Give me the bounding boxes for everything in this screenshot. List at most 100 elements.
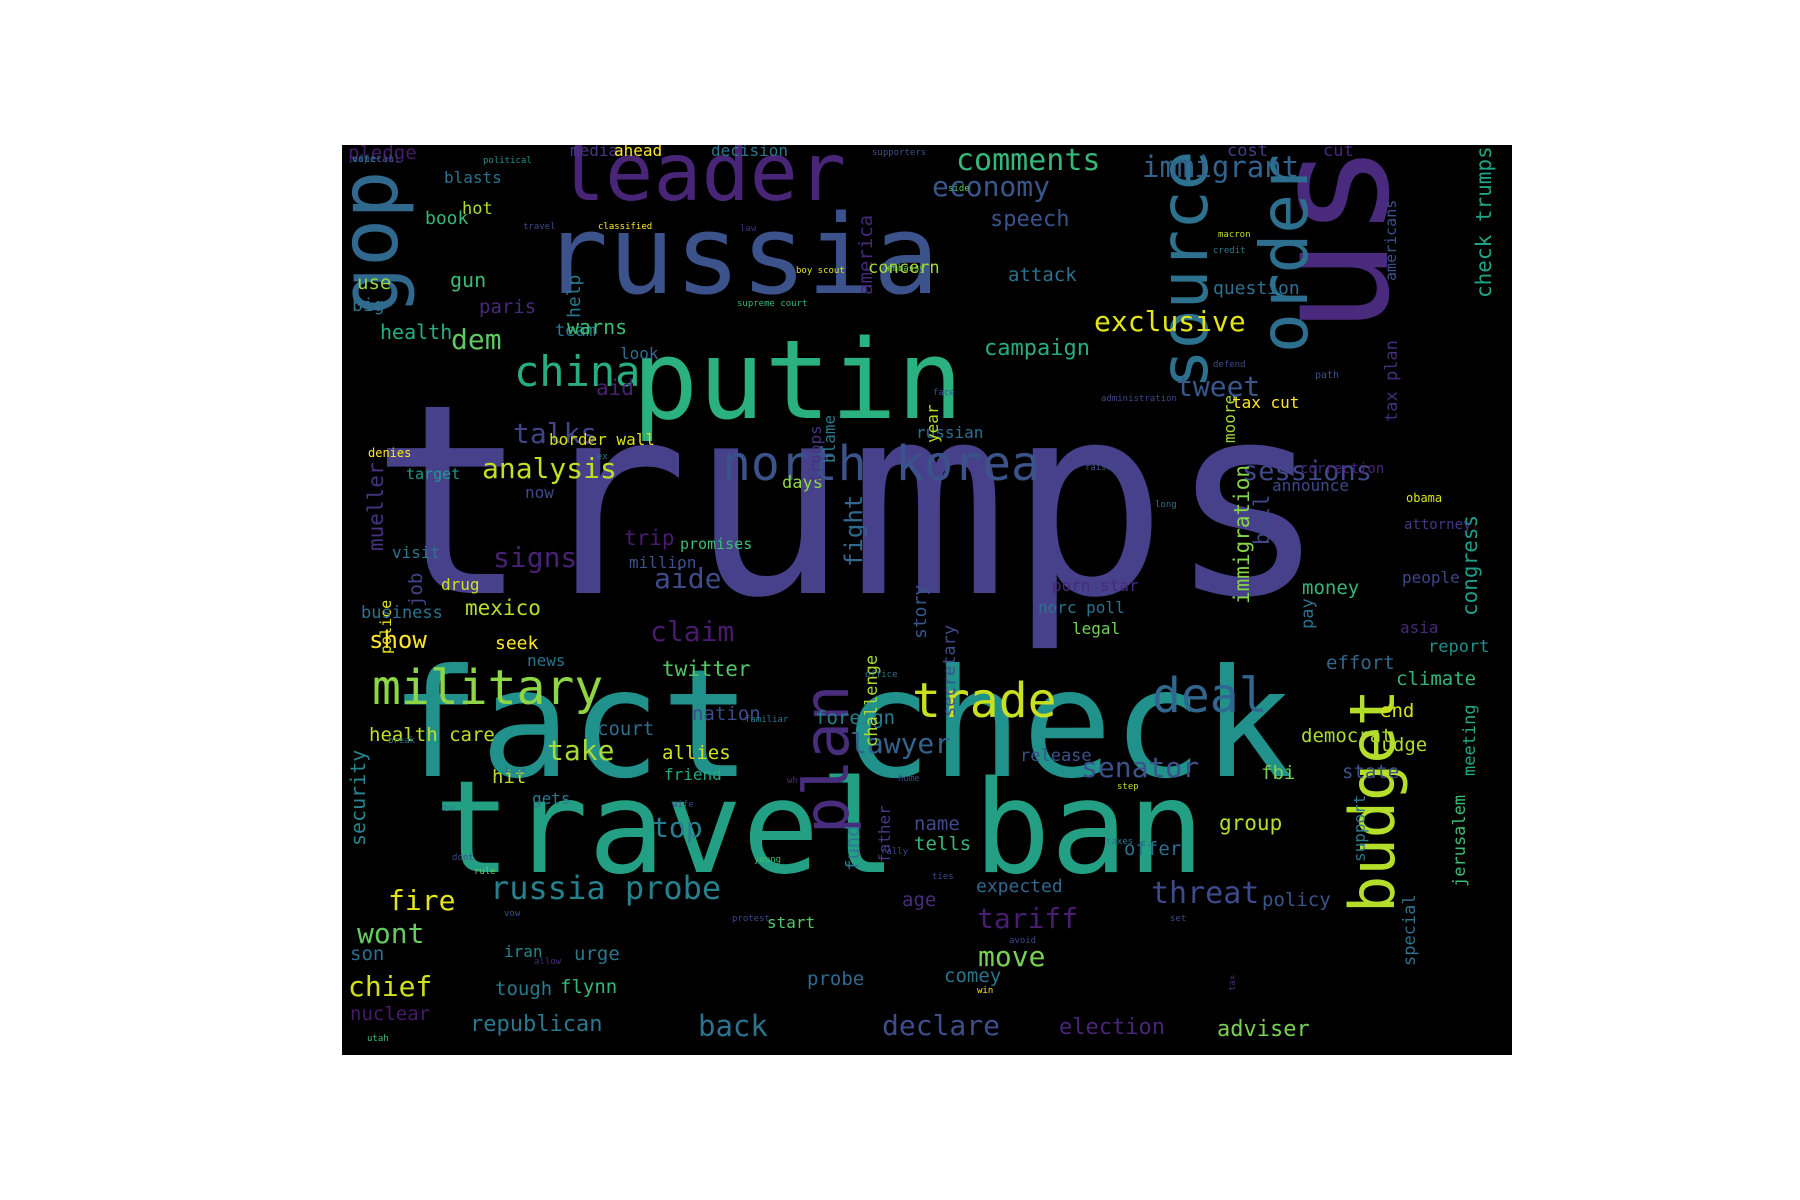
cloud-word: defend xyxy=(1213,360,1246,370)
cloud-word: hit xyxy=(492,766,527,788)
cloud-word: familiar xyxy=(745,715,789,725)
cloud-word: lawyer xyxy=(850,727,952,760)
cloud-word: speech xyxy=(990,207,1070,232)
word-cloud: trumps fact check travel ban us russia putin g… xyxy=(342,145,1512,1055)
cloud-word: concern xyxy=(868,258,940,278)
cloud-word: official xyxy=(352,154,401,165)
cloud-word: avoid xyxy=(1009,936,1037,946)
cloud-word: putin xyxy=(632,316,964,444)
cloud-word: friend xyxy=(664,765,722,784)
cloud-word: supporters xyxy=(872,148,927,158)
cloud-word: days xyxy=(782,473,823,493)
cloud-word: sessions xyxy=(1242,456,1373,487)
cloud-word: seek xyxy=(495,633,539,654)
cloud-word: travel ban xyxy=(434,754,1205,903)
cloud-word: asia xyxy=(1400,618,1439,637)
cloud-word: check trumps xyxy=(1472,146,1496,299)
cloud-word: year xyxy=(923,404,942,444)
cloud-word: report xyxy=(1428,637,1490,657)
cloud-word: office xyxy=(865,670,898,680)
cloud-word: immigrant xyxy=(1142,150,1300,184)
cloud-word: face xyxy=(933,388,955,398)
cloud-word: warns xyxy=(567,315,628,339)
cloud-word: judge xyxy=(1370,734,1428,756)
cloud-word: border wall xyxy=(549,430,655,449)
cloud-word: legal xyxy=(1072,619,1121,638)
cloud-word: offer xyxy=(1124,838,1182,860)
cloud-word: attack xyxy=(1008,264,1077,286)
cloud-word: mueller xyxy=(364,462,388,552)
cloud-word: young xyxy=(754,855,782,865)
cloud-word: deal xyxy=(1152,668,1268,724)
cloud-word: special xyxy=(1400,894,1420,967)
cloud-word: health care xyxy=(369,724,495,746)
cloud-word: fight xyxy=(840,494,868,567)
cloud-word: son xyxy=(350,943,385,965)
cloud-word: macron xyxy=(1218,230,1251,240)
cloud-word: dont xyxy=(452,853,474,863)
cloud-word: money xyxy=(1302,577,1360,599)
cloud-word: flynn xyxy=(560,976,618,998)
cloud-word: group xyxy=(1219,811,1283,835)
cloud-word: nuclear xyxy=(350,1003,431,1025)
cloud-word: bill xyxy=(1250,494,1274,546)
cloud-word: home xyxy=(898,774,920,784)
cloud-word: rule xyxy=(474,867,496,877)
cloud-word: wont xyxy=(357,917,425,950)
cloud-word: business xyxy=(361,603,443,623)
cloud-word: cost xyxy=(1227,145,1268,161)
cloud-word: break xyxy=(388,736,416,746)
cloud-word: aid xyxy=(596,376,634,400)
cloud-word: russia xyxy=(542,191,940,319)
cloud-word: correction xyxy=(1300,461,1385,477)
cloud-word: step xyxy=(1117,782,1139,792)
cloud-word: pledge xyxy=(348,145,417,164)
cloud-word: campaign xyxy=(984,336,1090,361)
cloud-word: taxes xyxy=(1106,837,1134,847)
cloud-word: side xyxy=(948,184,970,194)
cloud-word: allow xyxy=(534,957,562,967)
cloud-word: democrat xyxy=(1301,725,1393,747)
cloud-word: big xyxy=(352,295,385,316)
cloud-word: claim xyxy=(650,615,735,648)
cloud-word: trumps xyxy=(370,348,1328,656)
cloud-word: vow xyxy=(504,909,521,919)
cloud-word: vote xyxy=(352,154,377,165)
cloud-word: comments xyxy=(956,145,1101,178)
cloud-word: declare xyxy=(882,1009,1001,1042)
cloud-word: huge xyxy=(505,766,527,776)
cloud-word: attorney xyxy=(1404,517,1472,533)
cloud-word: ahead xyxy=(614,145,663,160)
cloud-word: name xyxy=(914,813,960,835)
cloud-word: million xyxy=(629,553,697,572)
cloud-word: rally xyxy=(881,847,909,857)
cloud-word: comey xyxy=(944,965,1002,987)
cloud-word: nation xyxy=(692,703,761,725)
cloud-word: now xyxy=(525,483,554,502)
cloud-word: drug xyxy=(441,575,480,594)
cloud-word: announce xyxy=(1272,476,1350,495)
cloud-word: question xyxy=(1213,278,1300,299)
cloud-word: state xyxy=(1342,761,1400,783)
cloud-word: paris xyxy=(479,296,537,318)
cloud-word: top xyxy=(652,811,703,844)
cloud-word: release xyxy=(1020,746,1092,766)
cloud-word: back xyxy=(698,1009,768,1043)
cloud-word: threat xyxy=(1151,876,1260,911)
cloud-word: policy xyxy=(1262,889,1331,911)
cloud-word: people xyxy=(1402,568,1460,587)
cloud-word: iran xyxy=(504,942,543,961)
cloud-word: protest xyxy=(732,914,770,924)
cloud-word: credit xyxy=(1213,246,1246,256)
cloud-word: win xyxy=(977,986,994,996)
cloud-word: tariff xyxy=(977,902,1079,935)
cloud-word: exclusive xyxy=(1094,305,1246,338)
cloud-word: meeting xyxy=(1460,704,1480,777)
cloud-word: help xyxy=(564,274,585,319)
cloud-word: use xyxy=(357,272,392,294)
cloud-word: move xyxy=(978,940,1046,973)
cloud-word: senator xyxy=(1081,751,1200,784)
cloud-word: take xyxy=(547,734,615,767)
cloud-word: support xyxy=(1350,794,1369,863)
cloud-word: expected xyxy=(976,876,1063,897)
